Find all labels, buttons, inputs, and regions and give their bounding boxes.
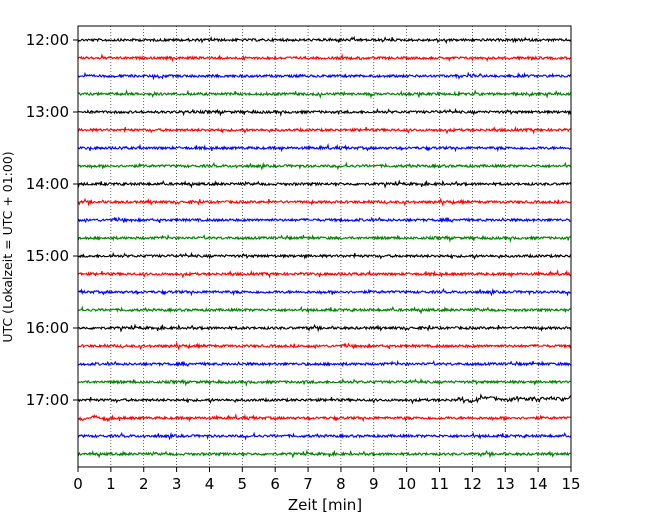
x-tick-label: 8 [336,475,346,493]
seismogram-trace [77,179,572,189]
x-tick-label: 7 [303,475,313,493]
y-axis-ticks: 12:00 13:00 14:00 15:00 16:00 17:00 [26,31,78,409]
seismogram-trace [77,216,572,224]
seismogram-trace [77,341,572,351]
seismogram-trace [77,413,572,423]
x-tick-label: 6 [270,475,280,493]
y-tick-label: 17:00 [26,391,69,409]
x-tick-label: 5 [238,475,248,493]
x-tick-label: 10 [397,475,416,493]
x-tick-label: 1 [106,475,116,493]
x-tick-label: 11 [430,475,449,493]
seismogram-trace [77,35,572,45]
x-tick-label: 13 [496,475,515,493]
seismogram-trace [77,359,572,368]
seismogram-trace [77,71,572,81]
x-axis-ticks: 0 1 2 3 4 5 6 7 8 9 10 11 12 13 14 15 [73,467,581,493]
y-tick-label: 13:00 [26,103,69,121]
seismogram-trace [77,161,572,171]
seismogram-trace [77,269,572,279]
seismogram-trace [77,431,572,441]
x-tick-label: 9 [369,475,379,493]
x-tick-label: 15 [561,475,580,493]
y-axis-label: UTC (Lokalzeit = UTC + 01:00) [0,151,15,342]
x-tick-label: 12 [463,475,482,493]
seismogram-trace [77,305,572,315]
seismogram-trace [77,125,572,135]
seismogram-trace [77,251,572,260]
seismogram-trace [77,449,572,459]
x-tick-label: 0 [73,475,83,493]
seismogram-trace [77,393,572,405]
x-tick-label: 4 [205,475,215,493]
y-tick-label: 16:00 [26,319,69,337]
x-axis-label: Zeit [min] [288,496,362,514]
seismogram-trace [77,197,572,207]
seismogram-trace [77,143,572,153]
seismogram-trace [77,53,572,63]
y-tick-label: 14:00 [26,175,69,193]
seismogram-trace [77,233,572,244]
plot-frame [77,25,572,468]
x-tick-label: 3 [172,475,182,493]
seismogram-trace [77,377,572,388]
trace-group [77,35,572,459]
x-tick-label: 2 [139,475,149,493]
y-tick-label: 12:00 [26,31,69,49]
x-tick-label: 14 [529,475,548,493]
seismogram-trace [77,287,572,297]
seismogram-trace [77,107,572,118]
seismogram-trace [77,88,572,99]
y-tick-label: 15:00 [26,247,69,265]
seismogram-trace [77,323,572,333]
